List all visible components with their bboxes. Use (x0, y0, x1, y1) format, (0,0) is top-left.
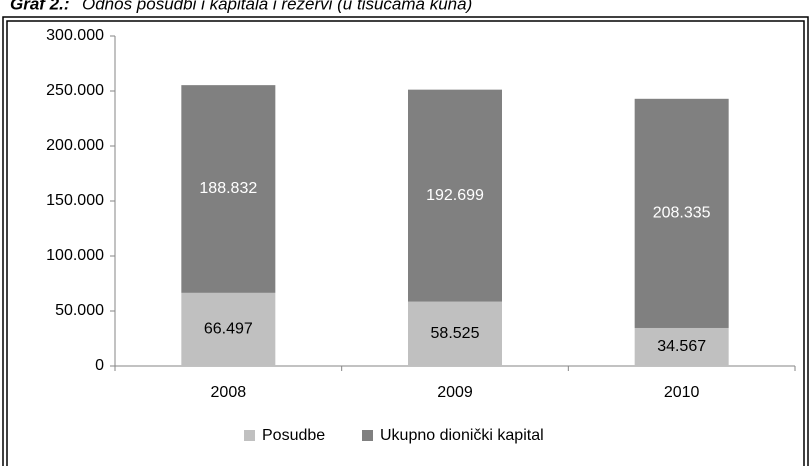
legend-label: Ukupno dionički kapital (380, 427, 544, 444)
x-tick-label: 2010 (664, 384, 700, 401)
outer-frame (2, 16, 809, 466)
x-tick-label: 2009 (437, 384, 473, 401)
legend-swatch (362, 430, 373, 441)
y-tick-label: 150.000 (46, 192, 104, 209)
bar-segment (634, 327, 729, 366)
bar-segment (181, 85, 276, 293)
data-label: 188.832 (199, 180, 257, 197)
bar-segment (408, 301, 502, 366)
inner-frame (6, 20, 805, 466)
data-label: 192.699 (426, 187, 484, 204)
y-tick-label: 250.000 (46, 82, 104, 99)
data-label: 58.525 (431, 325, 480, 342)
y-tick-label: 300.000 (46, 27, 104, 44)
data-label: 34.567 (657, 338, 706, 355)
legend-label: Posudbe (262, 427, 325, 444)
chart-title-prefix: Graf 2.: (10, 0, 70, 13)
chart-title: Odnos posudbi i kapitala i rezervi (u ti… (82, 0, 472, 13)
bar-segment (634, 98, 729, 328)
y-tick-label: 0 (95, 357, 104, 374)
x-tick-label: 2008 (211, 384, 247, 401)
data-label: 208.335 (653, 205, 711, 222)
bar-segment (181, 292, 276, 366)
legend-swatch (244, 430, 255, 441)
y-tick-label: 200.000 (46, 137, 104, 154)
data-label: 66.497 (204, 321, 253, 338)
y-tick-label: 100.000 (46, 247, 104, 264)
bar-segment (408, 89, 502, 302)
y-tick-label: 50.000 (55, 302, 104, 319)
